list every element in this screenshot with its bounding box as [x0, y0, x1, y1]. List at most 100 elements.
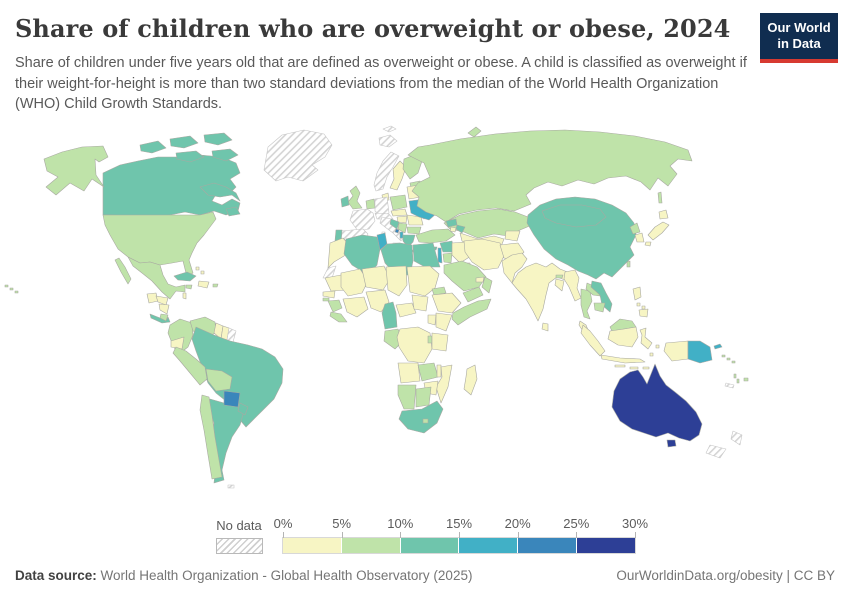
country-thailand[interactable]	[580, 288, 593, 320]
country-poland[interactable]	[389, 194, 408, 211]
country-bulgaria[interactable]	[406, 226, 422, 235]
country-novaya-zemlya[interactable]	[467, 126, 482, 138]
country-canada[interactable]	[203, 132, 233, 146]
country-canada[interactable]	[169, 135, 199, 149]
country-ecuador[interactable]	[170, 336, 185, 350]
country-south-africa[interactable]	[398, 400, 444, 434]
country-philippines[interactable]	[641, 305, 646, 310]
country-java[interactable]	[600, 354, 646, 364]
country-zambia[interactable]	[417, 362, 439, 382]
country-honduras[interactable]	[155, 295, 169, 306]
country-bhutan[interactable]	[555, 274, 564, 279]
country-greenland[interactable]	[263, 129, 333, 182]
country-angola[interactable]	[397, 362, 421, 384]
country-hispaniola[interactable]	[197, 280, 210, 289]
country-myanmar[interactable]	[563, 269, 582, 302]
country-falklands[interactable]	[227, 484, 235, 489]
country-solomon[interactable]	[726, 357, 731, 361]
country-sweden[interactable]	[389, 160, 407, 191]
country-mexico[interactable]	[114, 257, 132, 285]
country-solomon[interactable]	[731, 360, 736, 364]
country-drc[interactable]	[396, 326, 433, 364]
country-sumatra[interactable]	[580, 324, 606, 357]
country-canada[interactable]	[225, 206, 241, 217]
country-namibia[interactable]	[397, 384, 417, 410]
country-new-caledonia[interactable]	[724, 382, 735, 389]
country-maluku[interactable]	[655, 344, 660, 349]
country-ireland[interactable]	[340, 195, 350, 208]
country-australia[interactable]	[611, 363, 703, 442]
country-lesser-sunda[interactable]	[642, 366, 650, 370]
country-alpine[interactable]	[374, 212, 394, 220]
country-vanuatu[interactable]	[733, 373, 737, 379]
legend-segment[interactable]	[459, 538, 519, 553]
country-oman[interactable]	[481, 276, 493, 294]
country-mexico[interactable]	[127, 256, 186, 300]
country-montenegro[interactable]	[394, 228, 400, 234]
country-west-papua[interactable]	[663, 340, 689, 362]
country-tasmania[interactable]	[666, 439, 677, 448]
country-canada[interactable]	[175, 150, 205, 163]
country-mali[interactable]	[340, 268, 369, 297]
country-armenia[interactable]	[449, 226, 457, 233]
country-svalbard[interactable]	[382, 125, 397, 133]
country-hawaii[interactable]	[9, 287, 14, 291]
legend-segment[interactable]	[283, 538, 342, 553]
country-peru[interactable]	[172, 346, 208, 386]
country-south-sudan[interactable]	[411, 294, 429, 312]
country-niger[interactable]	[361, 265, 391, 291]
country-egypt[interactable]	[412, 242, 441, 268]
country-new-britain[interactable]	[713, 343, 723, 350]
country-hawaii[interactable]	[4, 284, 9, 288]
country-azerbaijan[interactable]	[455, 224, 466, 234]
country-kenya[interactable]	[435, 312, 453, 332]
country-japan[interactable]	[647, 221, 670, 241]
country-russia[interactable]	[407, 129, 693, 223]
country-jordan[interactable]	[442, 252, 453, 264]
country-uganda[interactable]	[427, 314, 437, 326]
legend-segment[interactable]	[518, 538, 578, 553]
country-philippines[interactable]	[632, 286, 642, 301]
country-japan[interactable]	[658, 209, 669, 220]
country-cambodia[interactable]	[593, 302, 606, 313]
country-turkey[interactable]	[415, 228, 456, 244]
country-canada[interactable]	[199, 182, 241, 202]
country-ethiopia[interactable]	[431, 292, 462, 314]
owid-logo[interactable]: Our World in Data	[760, 13, 838, 63]
country-kyrgyz-tajik[interactable]	[504, 230, 521, 242]
country-mozambique[interactable]	[435, 364, 453, 404]
country-nicaragua[interactable]	[158, 303, 170, 315]
country-taiwan[interactable]	[626, 260, 631, 268]
country-french-guiana[interactable]	[226, 327, 237, 343]
country-sri-lanka[interactable]	[541, 322, 549, 332]
country-botswana[interactable]	[415, 386, 432, 408]
legend-colorbar[interactable]	[282, 537, 636, 554]
legend-segment[interactable]	[400, 538, 460, 553]
country-lesotho[interactable]	[422, 418, 429, 424]
country-lebanon-israel[interactable]	[437, 247, 443, 264]
country-png[interactable]	[687, 340, 713, 364]
country-romania[interactable]	[406, 214, 424, 226]
country-pakistan[interactable]	[501, 252, 528, 284]
country-bangladesh[interactable]	[554, 278, 565, 292]
country-car[interactable]	[395, 302, 417, 318]
country-croatia-bosnia[interactable]	[389, 218, 400, 230]
attribution-link[interactable]: OurWorldinData.org/obesity | CC BY	[616, 568, 835, 583]
country-bahamas[interactable]	[200, 270, 205, 275]
country-russia[interactable]	[657, 191, 663, 204]
country-north-korea[interactable]	[629, 222, 641, 235]
country-uae-qatar[interactable]	[475, 276, 485, 283]
country-mongolia[interactable]	[541, 204, 607, 228]
country-uk[interactable]	[347, 185, 363, 210]
country-senegal[interactable]	[322, 290, 336, 299]
country-vanuatu[interactable]	[736, 378, 740, 384]
country-hawaii[interactable]	[14, 290, 19, 294]
country-cameroon[interactable]	[381, 301, 398, 330]
country-philippines[interactable]	[636, 302, 641, 307]
country-canada[interactable]	[139, 140, 167, 154]
country-sierra-leone[interactable]	[329, 311, 348, 323]
country-eritrea[interactable]	[431, 286, 447, 296]
country-fiji[interactable]	[743, 377, 749, 382]
country-hungary[interactable]	[396, 215, 408, 224]
country-kalimantan[interactable]	[607, 326, 639, 348]
